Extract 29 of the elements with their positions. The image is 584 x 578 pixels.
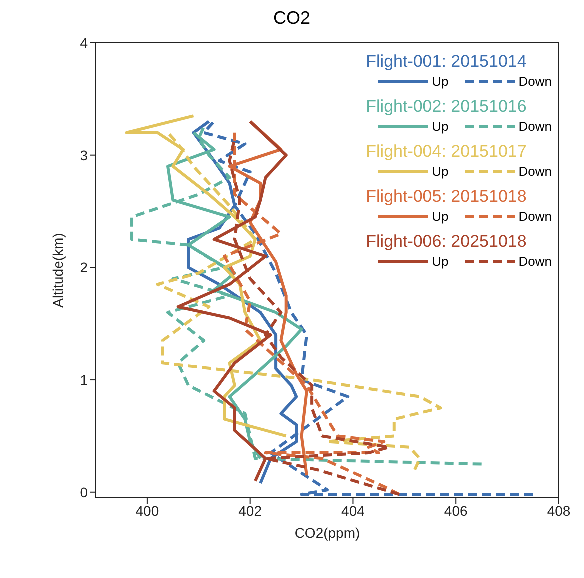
line-series <box>166 131 304 460</box>
annotation: Flight-004: 20151017 <box>366 142 528 162</box>
y-axis-title: Altitude(km) <box>50 233 66 308</box>
annotation: Flight-006: 20251018 <box>366 232 528 252</box>
x-axis-title: CO2(ppm) <box>294 525 360 541</box>
chart-title: CO2 <box>272 8 312 30</box>
y-tick-label: 3 <box>80 147 88 164</box>
legend-label: Down <box>518 209 552 224</box>
legend-label: Down <box>518 119 552 134</box>
x-tick-label: 404 <box>342 502 366 519</box>
y-tick-label: 1 <box>80 372 88 388</box>
legend-label: Down <box>518 164 552 179</box>
legend-label: Up <box>432 209 449 224</box>
x-tick-label: 408 <box>547 502 571 519</box>
legend-label: Up <box>432 164 449 179</box>
x-tick-label: 402 <box>238 502 262 519</box>
x-tick-label: 400 <box>136 502 160 519</box>
annotation: Flight-002: 20151016 <box>366 97 528 117</box>
legend-label: Up <box>432 119 449 134</box>
y-tick-label: 2 <box>80 260 88 276</box>
legend-label: Up <box>432 254 449 269</box>
legend-label: Down <box>518 74 552 89</box>
legend-label: Up <box>432 74 449 89</box>
y-tick-label: 4 <box>80 34 88 51</box>
annotation: Flight-005: 20151018 <box>366 187 528 207</box>
annotation: Flight-001: 20151014 <box>366 52 528 72</box>
legend-label: Down <box>518 254 552 269</box>
x-tick-label: 406 <box>444 502 468 519</box>
y-tick-label: 0 <box>80 484 88 500</box>
